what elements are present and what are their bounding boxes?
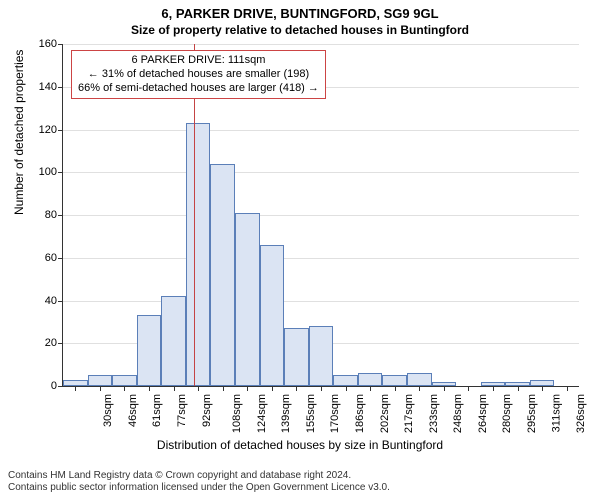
xtick-mark (149, 386, 150, 391)
histogram-bar (235, 213, 260, 386)
grid-line (63, 44, 579, 45)
xtick-mark (567, 386, 568, 391)
xtick-label: 108sqm (231, 394, 243, 433)
histogram-bar (284, 328, 309, 386)
xtick-mark (542, 386, 543, 391)
xtick-mark (518, 386, 519, 391)
xtick-mark (174, 386, 175, 391)
chart-container: 6, PARKER DRIVE, BUNTINGFORD, SG9 9GL Si… (0, 0, 600, 500)
xtick-mark (321, 386, 322, 391)
histogram-bar (309, 326, 334, 386)
footer: Contains HM Land Registry data © Crown c… (8, 470, 390, 494)
xtick-label: 280sqm (502, 394, 514, 433)
ytick-label: 60 (45, 252, 63, 264)
grid-line (63, 130, 579, 131)
annotation-line-2: ← 31% of detached houses are smaller (19… (78, 68, 319, 82)
xtick-label: 326sqm (575, 394, 587, 433)
histogram-bar (382, 375, 407, 386)
histogram-bar (112, 375, 137, 386)
xtick-label: 30sqm (102, 394, 114, 427)
ytick-label: 140 (39, 81, 63, 93)
xtick-label: 77sqm (176, 394, 188, 427)
xtick-mark (198, 386, 199, 391)
histogram-bar (88, 375, 113, 386)
histogram-bar (210, 164, 235, 386)
xtick-label: 155sqm (305, 394, 317, 433)
xtick-label: 295sqm (526, 394, 538, 433)
y-axis-label: Number of detached properties (12, 50, 26, 215)
plot-region: 02040608010012014016030sqm46sqm61sqm77sq… (62, 44, 579, 387)
grid-line (63, 301, 579, 302)
x-axis-label: Distribution of detached houses by size … (0, 438, 600, 452)
ytick-label: 120 (39, 124, 63, 136)
ytick-label: 20 (45, 337, 63, 349)
xtick-mark (272, 386, 273, 391)
xtick-mark (370, 386, 371, 391)
xtick-label: 92sqm (201, 394, 213, 427)
grid-line (63, 258, 579, 259)
xtick-label: 264sqm (477, 394, 489, 433)
xtick-label: 311sqm (550, 394, 562, 432)
histogram-bar (161, 296, 186, 386)
grid-line (63, 172, 579, 173)
xtick-mark (346, 386, 347, 391)
histogram-bar (358, 373, 383, 386)
xtick-label: 248sqm (452, 394, 464, 433)
annotation-box: 6 PARKER DRIVE: 111sqm ← 31% of detached… (71, 50, 326, 99)
annotation-line-3: 66% of semi-detached houses are larger (… (78, 82, 319, 96)
xtick-mark (223, 386, 224, 391)
xtick-label: 186sqm (354, 394, 366, 433)
xtick-mark (296, 386, 297, 391)
histogram-bar (260, 245, 285, 386)
ytick-label: 40 (45, 295, 63, 307)
xtick-mark (493, 386, 494, 391)
xtick-mark (124, 386, 125, 391)
ytick-label: 80 (45, 209, 63, 221)
xtick-mark (100, 386, 101, 391)
xtick-label: 217sqm (403, 394, 415, 433)
ytick-label: 100 (39, 166, 63, 178)
page-subtitle: Size of property relative to detached ho… (0, 21, 600, 37)
xtick-mark (444, 386, 445, 391)
xtick-label: 202sqm (379, 394, 391, 433)
xtick-label: 46sqm (127, 394, 139, 427)
histogram-bar (407, 373, 432, 386)
xtick-label: 61sqm (151, 394, 163, 427)
xtick-mark (419, 386, 420, 391)
ytick-label: 160 (39, 38, 63, 50)
xtick-label: 170sqm (330, 394, 342, 433)
xtick-mark (247, 386, 248, 391)
xtick-mark (75, 386, 76, 391)
xtick-label: 124sqm (256, 394, 268, 433)
footer-line-2: Contains public sector information licen… (8, 482, 390, 494)
ytick-label: 0 (51, 380, 63, 392)
annotation-line-1: 6 PARKER DRIVE: 111sqm (78, 54, 319, 68)
footer-line-1: Contains HM Land Registry data © Crown c… (8, 470, 390, 482)
page-title: 6, PARKER DRIVE, BUNTINGFORD, SG9 9GL (0, 0, 600, 21)
histogram-bar (186, 123, 211, 386)
histogram-bar (333, 375, 358, 386)
histogram-bar (137, 315, 162, 386)
xtick-label: 233sqm (428, 394, 440, 433)
xtick-mark (395, 386, 396, 391)
chart-area: 02040608010012014016030sqm46sqm61sqm77sq… (62, 44, 578, 386)
xtick-mark (468, 386, 469, 391)
grid-line (63, 215, 579, 216)
xtick-label: 139sqm (280, 394, 292, 433)
